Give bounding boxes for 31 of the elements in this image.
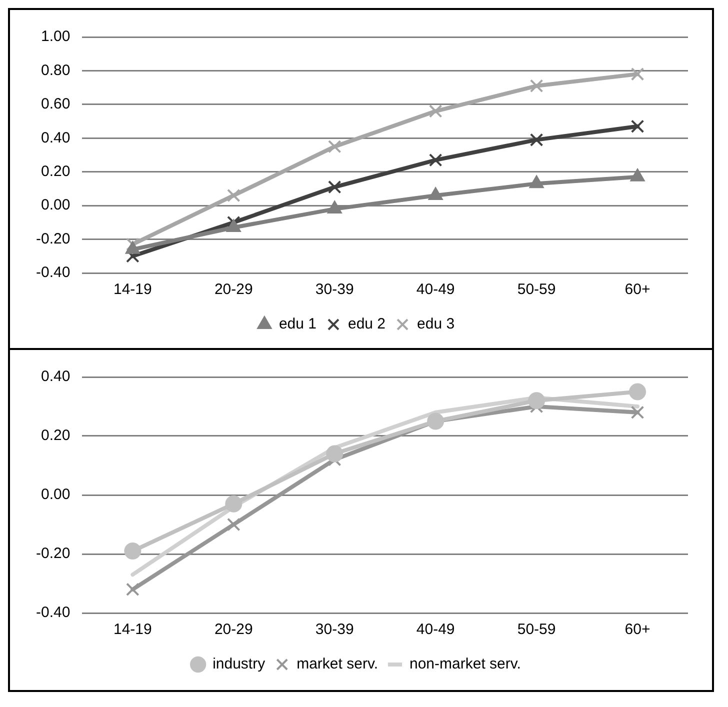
y-tick-label: 0.40: [40, 368, 70, 386]
y-tick-label: 1.00: [40, 28, 70, 46]
y-tick-label: 0.80: [40, 62, 70, 79]
x-tick-label: 40-49: [416, 621, 455, 638]
y-tick-label: 0.20: [40, 427, 70, 444]
y-tick-label: 0.00: [40, 196, 70, 214]
legend-label: industry: [212, 656, 266, 673]
y-tick-label: 0.20: [40, 163, 70, 180]
legend-label: edu 2: [348, 316, 386, 333]
legend-label: edu 1: [278, 316, 316, 333]
y-tick-label: 0.60: [40, 96, 70, 113]
x-tick-label: 30-39: [315, 621, 354, 638]
y-tick-label: -0.20: [36, 230, 70, 248]
x-tick-label: 60+: [624, 281, 650, 298]
y-tick-label: -0.40: [36, 604, 70, 622]
y-tick-label: 0.00: [40, 486, 70, 504]
x-tick-label: 60+: [624, 621, 650, 638]
x-tick-label: 14-19: [113, 281, 152, 298]
x-tick-label: 50-59: [517, 281, 556, 298]
x-tick-label: 30-39: [315, 281, 354, 298]
x-tick-label: 50-59: [517, 621, 556, 638]
x-tick-label: 20-29: [214, 621, 253, 638]
legend-label: edu 3: [417, 316, 455, 333]
x-tick-label: 20-29: [214, 281, 253, 298]
x-tick-label: 14-19: [113, 621, 152, 638]
y-tick-label: -0.40: [36, 264, 70, 282]
y-tick-label: 0.40: [40, 129, 70, 146]
y-tick-label: -0.20: [36, 545, 70, 562]
legend-label: market serv.: [296, 656, 378, 673]
legend-label: non-market serv.: [410, 656, 521, 673]
x-tick-label: 40-49: [416, 281, 455, 298]
